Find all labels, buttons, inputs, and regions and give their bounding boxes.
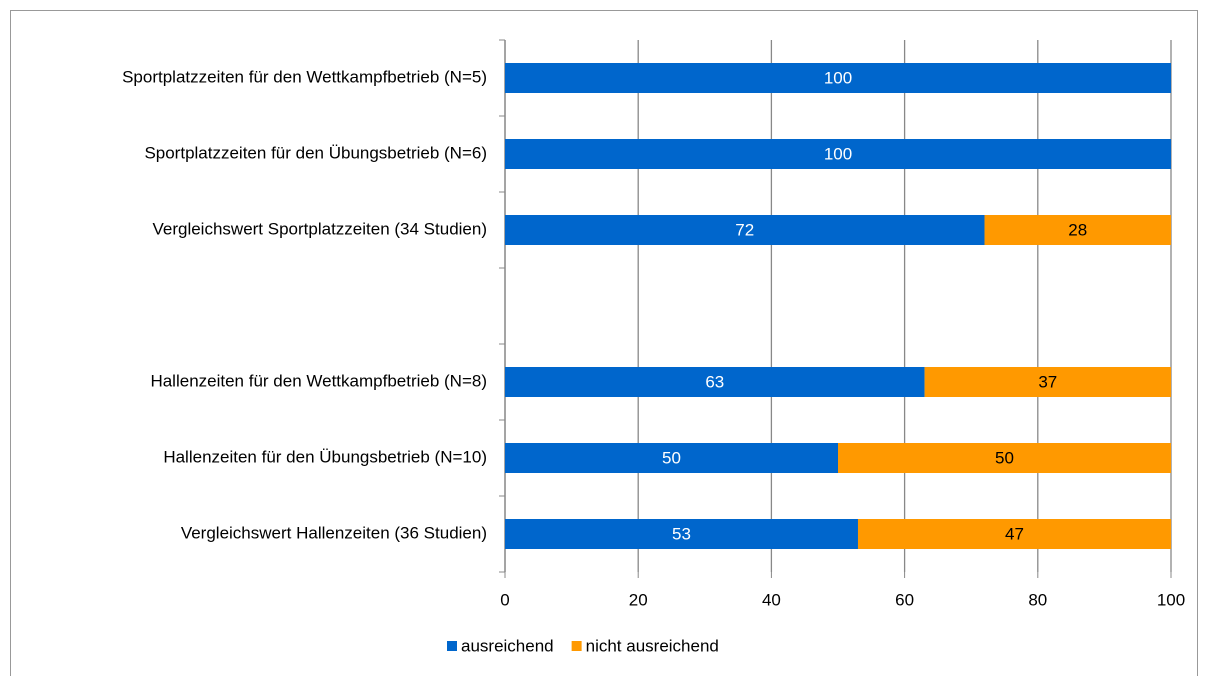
y-tick-label: Sportplatzzeiten für den Wettkampfbetrie… <box>122 67 487 86</box>
legend-label: nicht ausreichend <box>586 636 719 655</box>
x-tick-label: 40 <box>762 590 781 609</box>
data-label: 72 <box>735 220 754 239</box>
legend-swatch <box>447 641 457 651</box>
data-label: 50 <box>662 448 681 467</box>
legend-swatch <box>571 641 582 651</box>
bar-segment <box>924 367 1171 397</box>
bar-segment <box>505 443 838 473</box>
chart-border <box>10 10 1198 681</box>
legend-label: ausreichend <box>461 636 554 655</box>
bar-segment <box>984 215 1171 245</box>
y-tick-label: Vergleichswert Hallenzeiten (36 Studien) <box>181 523 487 542</box>
data-label: 63 <box>705 372 724 391</box>
bar-segment <box>505 139 1171 169</box>
x-tick-label: 60 <box>895 590 914 609</box>
bar-segment <box>505 519 858 549</box>
y-tick-label: Hallenzeiten für den Wettkampfbetrieb (N… <box>150 371 487 390</box>
y-tick-label: Vergleichswert Sportplatzzeiten (34 Stud… <box>152 219 487 238</box>
x-tick-label: 100 <box>1157 590 1185 609</box>
bar-segment <box>838 443 1171 473</box>
data-label: 28 <box>1068 220 1087 239</box>
data-label: 50 <box>995 448 1014 467</box>
x-tick-label: 0 <box>500 590 509 609</box>
data-label: 47 <box>1005 524 1024 543</box>
bar-segment <box>857 519 1171 549</box>
y-tick-label: Sportplatzzeiten für den Übungsbetrieb (… <box>144 143 487 162</box>
data-label: 53 <box>672 524 691 543</box>
bar-segment <box>505 63 1171 93</box>
bar-segment <box>505 367 925 397</box>
data-label: 37 <box>1038 372 1057 391</box>
data-label: 100 <box>824 68 852 87</box>
x-tick-label: 20 <box>629 590 648 609</box>
y-tick-label: Hallenzeiten für den Übungsbetrieb (N=10… <box>163 447 487 466</box>
x-tick-label: 80 <box>1028 590 1047 609</box>
data-label: 100 <box>824 144 852 163</box>
bar-segment <box>505 215 985 245</box>
